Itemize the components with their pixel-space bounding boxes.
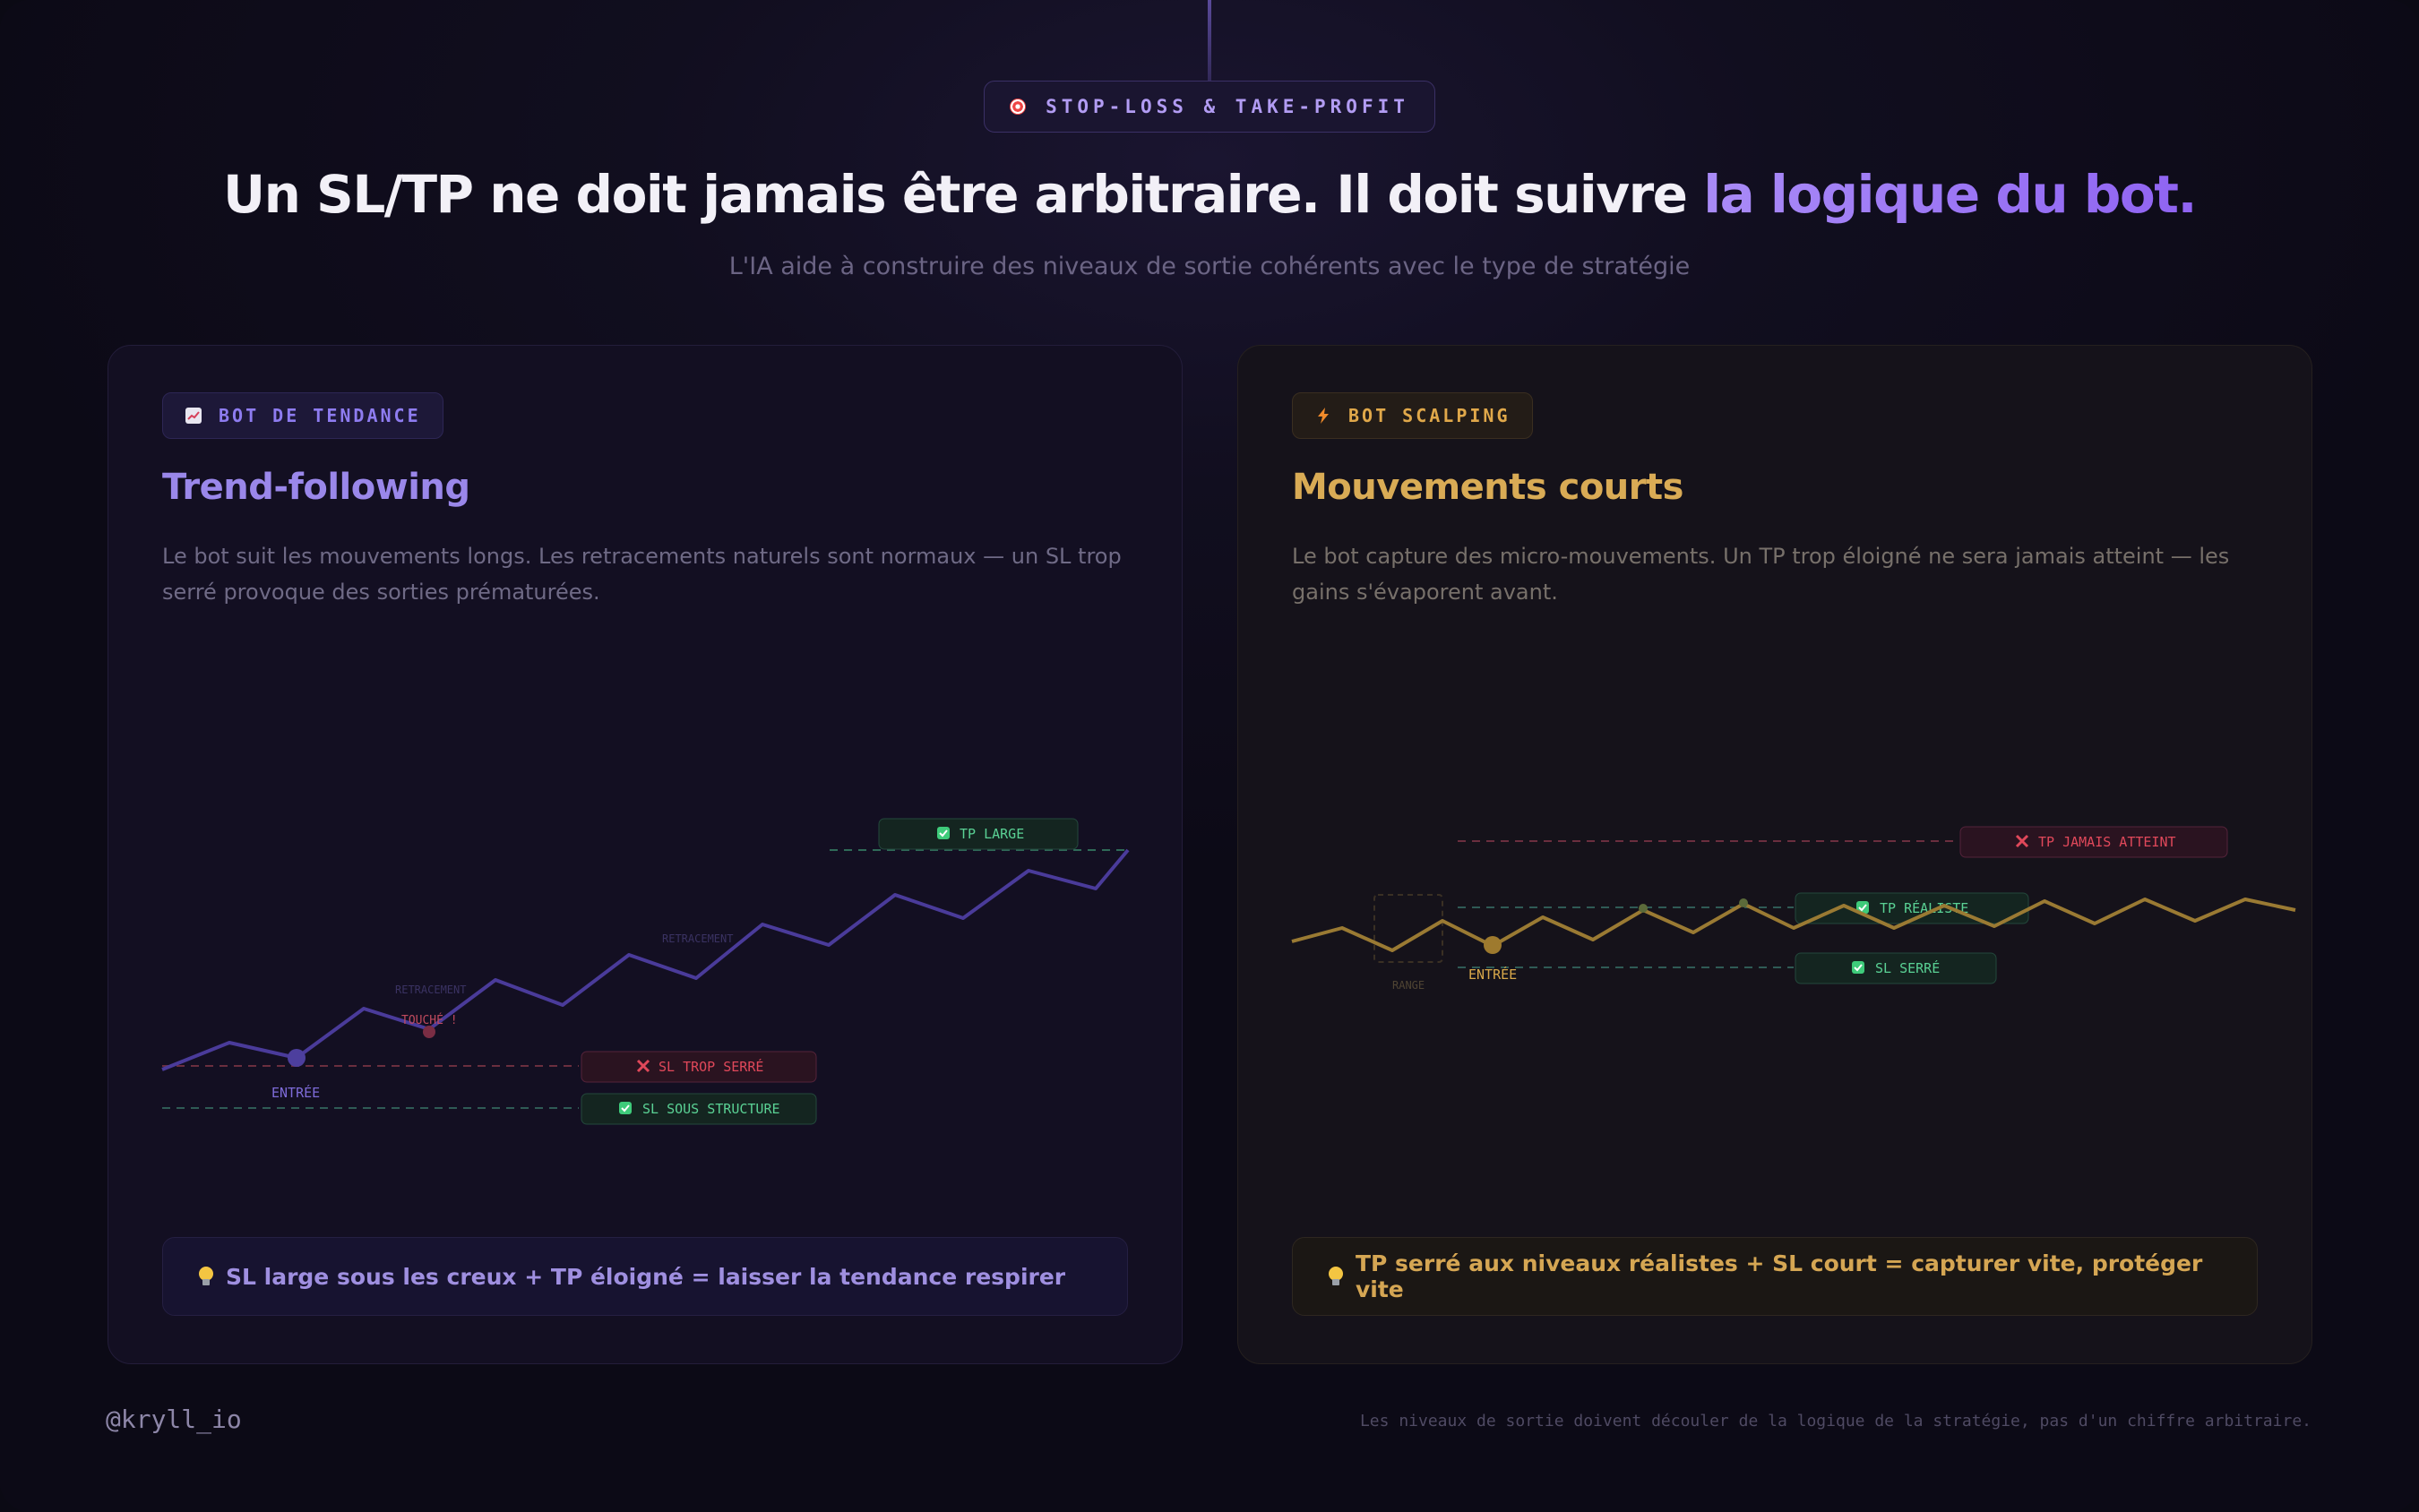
scalp-range-label: RANGE — [1392, 979, 1425, 992]
scalp-touch-dot-2 — [1739, 898, 1748, 907]
brand-handle: @kryll_io — [106, 1405, 242, 1434]
scalping-tag: BOT SCALPING — [1292, 392, 1533, 439]
trend-card: BOT DE TENDANCE Trend-following Le bot s… — [108, 345, 1183, 1364]
scalping-tip-text: TP serré aux niveaux réalistes + SL cour… — [1355, 1250, 2203, 1302]
page-subtitle: L'IA aide à construire des niveaux de so… — [728, 253, 1691, 280]
section-pill-label: STOP-LOSS & TAKE-PROFIT — [1046, 96, 1409, 117]
trend-entry-dot — [288, 1049, 306, 1067]
cross-icon — [2015, 834, 2029, 848]
trend-tp-badge: TP LARGE — [878, 818, 1079, 850]
trend-price-line — [161, 848, 1130, 1071]
trend-retracement-label-2: RETRACEMENT — [662, 932, 733, 945]
trend-tip-text: SL large sous les creux + TP éloigné = l… — [226, 1263, 1066, 1290]
trend-chart: TP LARGE SL TROP SERRÉ SL SOUS STRUCTURE — [161, 818, 1130, 1125]
scalping-tag-label: BOT SCALPING — [1348, 405, 1511, 426]
trend-tag-label: BOT DE TENDANCE — [219, 405, 421, 426]
lightbulb-icon — [1329, 1267, 1343, 1286]
trend-sl-good-badge: SL SOUS STRUCTURE — [581, 1093, 817, 1125]
trend-description: Le bot suit les mouvements longs. Les re… — [162, 544, 1122, 605]
trend-sl-bad-badge: SL TROP SERRÉ — [581, 1051, 817, 1083]
scalp-tp-bad-badge: TP JAMAIS ATTEINT — [1959, 826, 2228, 858]
scalping-tip: TP serré aux niveaux réalistes + SL cour… — [1292, 1237, 2258, 1316]
page-title: Un SL/TP ne doit jamais être arbitraire.… — [0, 164, 2419, 225]
trend-tag: BOT DE TENDANCE — [162, 392, 443, 439]
scalping-card: BOT SCALPING Mouvements courts Le bot ca… — [1237, 345, 2312, 1364]
scalp-price-line — [1291, 898, 2296, 952]
trend-touch-dot — [423, 1026, 435, 1038]
trend-tip: SL large sous les creux + TP éloigné = l… — [162, 1237, 1128, 1316]
section-pill: STOP-LOSS & TAKE-PROFIT — [984, 81, 1435, 133]
trend-retracement-label-1: RETRACEMENT — [395, 984, 466, 996]
trend-title: Trend-following — [162, 467, 470, 508]
scalping-title: Mouvements courts — [1292, 467, 1683, 508]
chart-up-icon — [185, 408, 202, 424]
scalp-range-box — [1373, 894, 1443, 963]
scalping-description: Le bot capture des micro-mouvements. Un … — [1292, 544, 2230, 605]
scalp-entry-dot — [1484, 936, 1502, 954]
trend-entry-label: ENTRÉE — [271, 1084, 320, 1101]
scalp-tp-bad-label: TP JAMAIS ATTEINT — [2038, 834, 2176, 850]
scalp-sl-label: SL SERRÉ — [1875, 959, 1940, 976]
scalp-touch-dot-1 — [1639, 904, 1648, 913]
trend-sl-good-label: SL SOUS STRUCTURE — [642, 1101, 780, 1117]
scalp-sl-badge: SL SERRÉ — [1795, 952, 1997, 984]
lightbulb-icon — [199, 1267, 213, 1286]
page-title-main: Un SL/TP ne doit jamais être arbitraire.… — [222, 164, 1704, 225]
trend-touched-label: TOUCHÉ ! — [401, 1013, 458, 1027]
trend-tp-label: TP LARGE — [960, 826, 1024, 842]
trend-sl-bad-label: SL TROP SERRÉ — [659, 1058, 763, 1075]
lightning-icon — [1318, 408, 1329, 424]
target-icon — [1010, 99, 1027, 115]
scalping-chart: TP JAMAIS ATTEINT TP RÉALISTE SL SERRÉ R… — [1291, 826, 2296, 992]
scalp-tp-good-label: TP RÉALISTE — [1880, 899, 1968, 916]
top-accent-line — [1208, 0, 1211, 134]
scalp-entry-label: ENTRÉE — [1468, 966, 1517, 983]
footer-note: Les niveaux de sortie doivent découler d… — [1359, 1412, 2311, 1430]
cross-icon — [636, 1059, 650, 1073]
page-title-accent: la logique du bot. — [1703, 164, 2197, 225]
